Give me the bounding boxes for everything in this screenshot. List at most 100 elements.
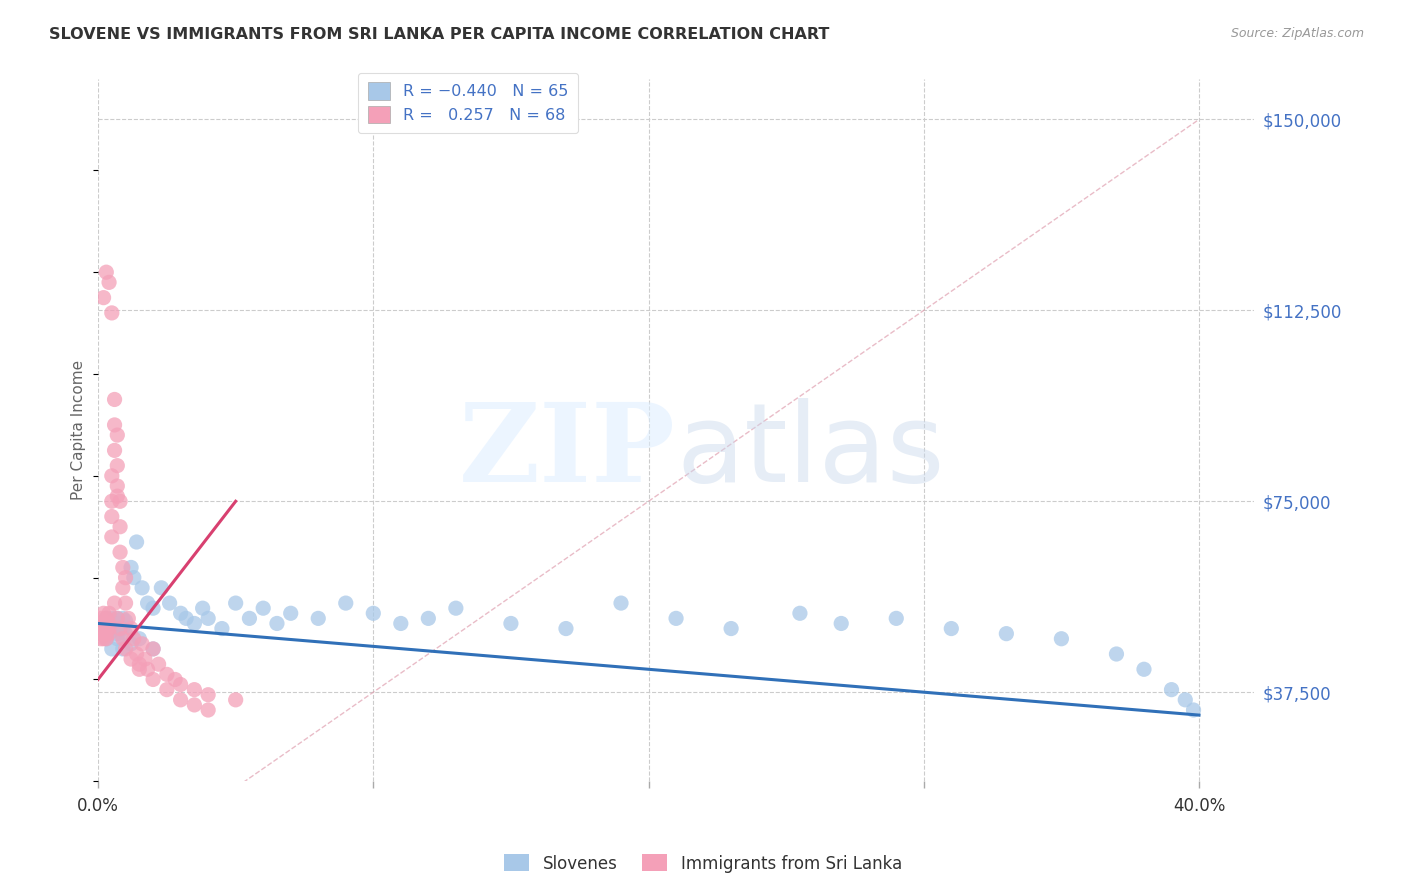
Point: [96, 632, 118, 646]
Point: [122, 632, 145, 646]
Point: [98, 616, 121, 631]
Point: [114, 596, 136, 610]
Point: [103, 616, 125, 631]
Point: [142, 641, 165, 656]
Point: [1105, 647, 1128, 661]
Point: [120, 637, 142, 651]
Point: [499, 616, 522, 631]
Point: [148, 657, 170, 672]
Point: [93, 632, 115, 646]
Point: [444, 601, 467, 615]
Point: [389, 616, 412, 631]
Point: [93, 616, 115, 631]
Text: Source: ZipAtlas.com: Source: ZipAtlas.com: [1230, 27, 1364, 40]
Point: [136, 596, 159, 610]
Point: [610, 596, 633, 610]
Text: atlas: atlas: [676, 398, 945, 505]
Point: [142, 673, 165, 687]
Point: [125, 535, 148, 549]
Point: [120, 652, 142, 666]
Point: [114, 571, 136, 585]
Point: [142, 601, 165, 615]
Point: [131, 637, 153, 651]
Point: [150, 581, 173, 595]
Point: [252, 601, 274, 615]
Point: [165, 673, 187, 687]
Point: [111, 581, 134, 595]
Point: [884, 611, 907, 625]
Point: [156, 667, 179, 681]
Point: [789, 607, 811, 621]
Point: [105, 611, 128, 625]
Point: [131, 581, 153, 595]
Point: [93, 622, 115, 636]
Point: [555, 622, 578, 636]
Text: ZIP: ZIP: [460, 398, 676, 505]
Point: [225, 596, 247, 610]
Point: [183, 616, 205, 631]
Point: [169, 607, 191, 621]
Point: [103, 443, 125, 458]
Point: [111, 632, 134, 646]
Point: [101, 530, 124, 544]
Point: [108, 545, 131, 559]
Point: [191, 601, 214, 615]
Point: [120, 560, 142, 574]
Point: [418, 611, 440, 625]
Point: [941, 622, 963, 636]
Point: [96, 626, 118, 640]
Point: [174, 611, 197, 625]
Point: [197, 703, 219, 717]
Point: [183, 682, 205, 697]
Point: [105, 611, 128, 625]
Point: [98, 622, 121, 636]
Legend: R = −0.440   N = 65, R =   0.257   N = 68: R = −0.440 N = 65, R = 0.257 N = 68: [359, 72, 578, 133]
Point: [96, 616, 118, 631]
Point: [93, 291, 115, 305]
Point: [197, 611, 219, 625]
Point: [105, 458, 128, 473]
Point: [1050, 632, 1073, 646]
Point: [335, 596, 357, 610]
Point: [98, 626, 121, 640]
Point: [98, 622, 121, 636]
Point: [96, 611, 118, 625]
Point: [114, 614, 136, 628]
Point: [128, 662, 150, 676]
Point: [995, 626, 1018, 640]
Point: [183, 698, 205, 712]
Point: [93, 626, 115, 640]
Point: [108, 622, 131, 636]
Point: [122, 571, 145, 585]
Point: [90, 632, 112, 646]
Point: [111, 641, 134, 656]
Point: [105, 479, 128, 493]
Text: SLOVENE VS IMMIGRANTS FROM SRI LANKA PER CAPITA INCOME CORRELATION CHART: SLOVENE VS IMMIGRANTS FROM SRI LANKA PER…: [49, 27, 830, 42]
Point: [101, 306, 124, 320]
Point: [103, 392, 125, 407]
Point: [111, 611, 134, 625]
Point: [169, 677, 191, 691]
Point: [211, 622, 233, 636]
Point: [90, 611, 112, 625]
Point: [101, 624, 124, 639]
Point: [108, 616, 131, 631]
Point: [280, 607, 302, 621]
Point: [103, 596, 125, 610]
Point: [1182, 703, 1205, 717]
Point: [120, 622, 142, 636]
Point: [93, 607, 115, 621]
Point: [159, 596, 181, 610]
Point: [169, 693, 191, 707]
Point: [98, 607, 121, 621]
Point: [98, 276, 121, 290]
Point: [665, 611, 688, 625]
Point: [238, 611, 260, 625]
Point: [90, 626, 112, 640]
Point: [101, 641, 124, 656]
Point: [90, 616, 112, 631]
Point: [128, 632, 150, 646]
Point: [361, 607, 384, 621]
Point: [93, 622, 115, 636]
Point: [98, 616, 121, 631]
